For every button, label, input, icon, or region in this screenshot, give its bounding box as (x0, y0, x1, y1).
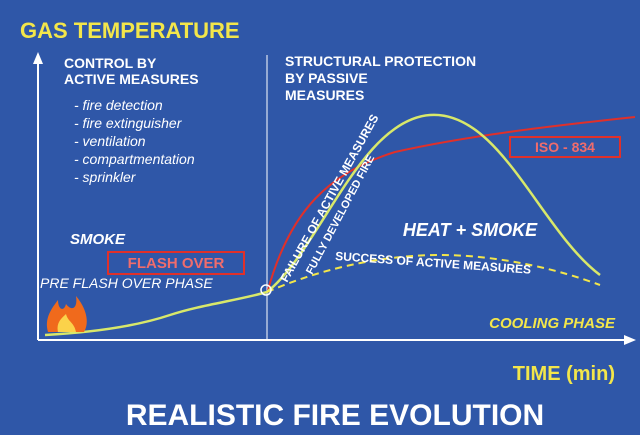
passive-heading: BY PASSIVE (285, 70, 368, 86)
heat-smoke-label: HEAT + SMOKE (403, 220, 538, 240)
active-heading: ACTIVE MEASURES (64, 71, 199, 87)
flash-over-label: FLASH OVER (128, 255, 225, 272)
diagram: GAS TEMPERATURE CONTROL BY ACTIVE MEASUR… (0, 0, 640, 435)
active-item: - ventilation (74, 133, 146, 149)
x-axis-label: TIME (min) (513, 363, 615, 385)
page: GAS TEMPERATURE CONTROL BY ACTIVE MEASUR… (0, 0, 640, 435)
cooling-label: COOLING PHASE (489, 315, 616, 332)
passive-heading: MEASURES (285, 87, 364, 103)
active-item: - fire extinguisher (74, 115, 183, 131)
passive-heading: STRUCTURAL PROTECTION (285, 53, 476, 69)
title: GAS TEMPERATURE (20, 18, 240, 43)
smoke-label: SMOKE (70, 231, 126, 248)
active-heading: CONTROL BY (64, 55, 157, 71)
footer: REALISTIC FIRE EVOLUTION (126, 399, 544, 432)
active-item: - fire detection (74, 97, 163, 113)
active-item: - compartmentation (74, 151, 195, 167)
iso-label: ISO - 834 (535, 139, 595, 155)
active-item: - sprinkler (74, 169, 137, 185)
pre-flash-over-label: PRE FLASH OVER PHASE (40, 275, 213, 291)
